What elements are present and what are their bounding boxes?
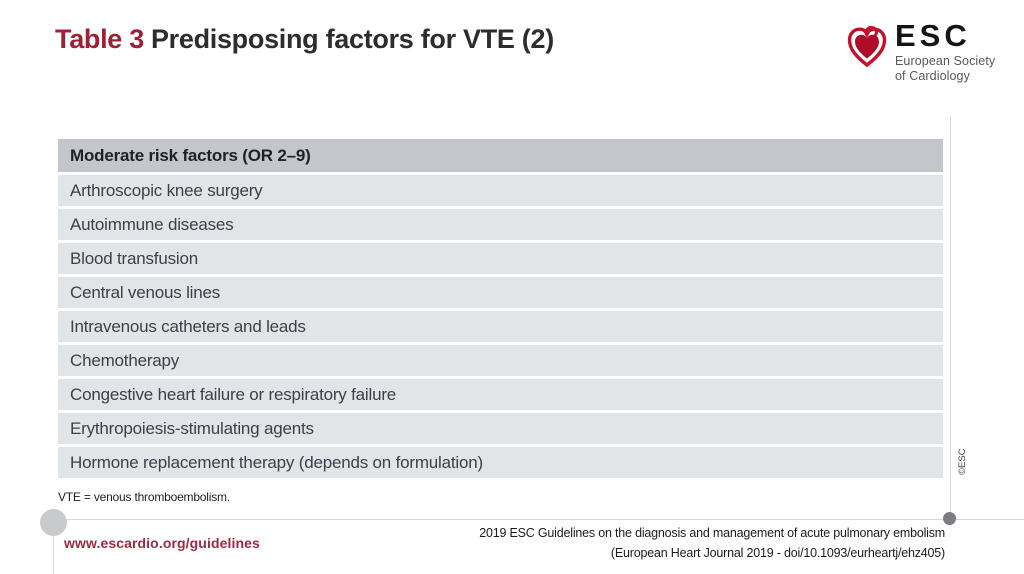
reference-block: 2019 ESC Guidelines on the diagnosis and…: [479, 523, 945, 563]
left-divider-line: [53, 523, 54, 574]
table-row: Blood transfusion: [58, 243, 943, 274]
reference-line-2: (European Heart Journal 2019 - doi/10.10…: [610, 546, 945, 560]
title-text: Predisposing factors for VTE (2): [150, 24, 554, 54]
table-row: Autoimmune diseases: [58, 209, 943, 240]
esc-logo-text: ESC European Society of Cardiology: [895, 18, 995, 83]
table-body: Arthroscopic knee surgery Autoimmune dise…: [58, 175, 943, 478]
heart-icon: [843, 22, 891, 72]
right-corner-dot: [943, 512, 956, 525]
copyright-esc: ©ESC: [957, 448, 968, 475]
table-row: Central venous lines: [58, 277, 943, 308]
footer-divider-line: [54, 519, 1024, 520]
table-row: Congestive heart failure or respiratory …: [58, 379, 943, 410]
table-row: Hormone replacement therapy (depends on …: [58, 447, 943, 478]
esc-subtitle-line1: European Society: [895, 54, 996, 68]
esc-logo: ESC European Society of Cardiology: [843, 18, 995, 83]
right-divider-line: [950, 117, 951, 519]
footnote: VTE = venous thromboembolism.: [58, 490, 230, 504]
left-corner-dot: [40, 509, 67, 536]
risk-factors-table: Moderate risk factors (OR 2–9) Arthrosco…: [58, 139, 943, 478]
esc-acronym: ESC: [895, 18, 971, 53]
table-row: Erythropoiesis-stimulating agents: [58, 413, 943, 444]
table-row: Intravenous catheters and leads: [58, 311, 943, 342]
table-number-label: Table 3: [55, 24, 144, 54]
guidelines-link[interactable]: www.escardio.org/guidelines: [64, 535, 260, 551]
table-header-row: Moderate risk factors (OR 2–9): [58, 139, 943, 172]
table-row: Chemotherapy: [58, 345, 943, 376]
esc-subtitle-line2: of Cardiology: [895, 68, 970, 83]
reference-line-1: 2019 ESC Guidelines on the diagnosis and…: [479, 526, 945, 540]
table-row: Arthroscopic knee surgery: [58, 175, 943, 206]
page-title: Table 3 Predisposing factors for VTE (2): [55, 24, 554, 55]
